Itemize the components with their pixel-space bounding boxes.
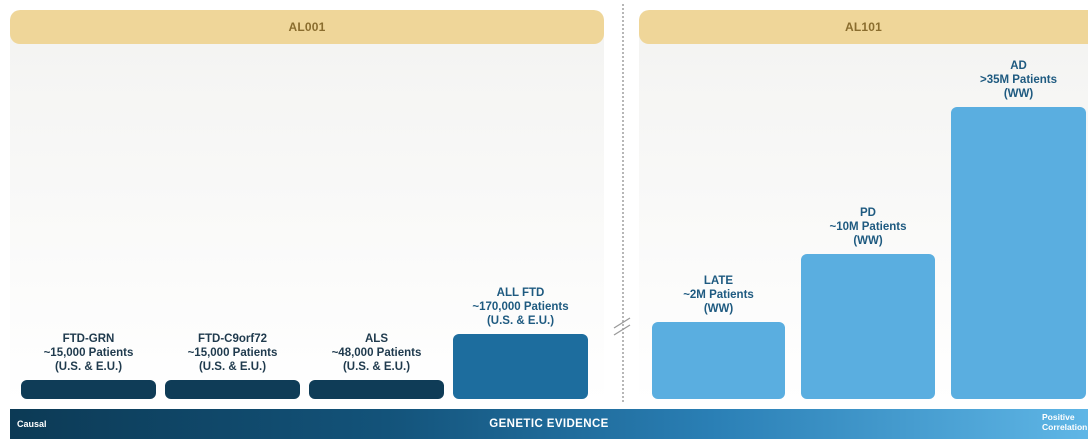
evidence-title: GENETIC EVIDENCE (489, 418, 609, 430)
bar-label-patients: ~48,000 Patients (332, 347, 422, 359)
bar-label-region: (U.S. & E.U.) (199, 361, 266, 373)
bar-ad (951, 107, 1086, 399)
bar-label-patients: ~170,000 Patients (472, 301, 568, 313)
bar-ftd-c9orf72 (165, 380, 300, 399)
bar-label-patients: ~2M Patients (683, 289, 754, 301)
panel-al001: AL001 (10, 10, 604, 404)
panel-title-al101: AL101 (639, 10, 1088, 44)
panel-title-al001: AL001 (10, 10, 604, 44)
bar-label-name: FTD-GRN (63, 333, 115, 345)
bar-label-name: PD (860, 207, 876, 219)
patient-bar-chart: FTD-GRN ~15,000 Patients (U.S. & E.U.) FTD-… (21, 60, 1086, 399)
bar-label-name: ALL FTD (497, 287, 545, 299)
bar-label-name: ALS (365, 333, 388, 345)
bar-label-region: (WW) (704, 303, 734, 315)
bar-label-name: FTD-C9orf72 (198, 333, 267, 345)
bar-label-region: (U.S. & E.U.) (487, 315, 554, 327)
bar-label-region: (WW) (853, 235, 883, 247)
axis-break-icon (613, 317, 631, 336)
bar-label-region: (U.S. & E.U.) (343, 361, 410, 373)
bar-pd (801, 254, 935, 399)
bar-label-region: (WW) (1004, 88, 1034, 100)
bar-all-ftd (453, 334, 588, 399)
evidence-positive-correlation-label: Positive Correlation (1042, 412, 1088, 432)
evidence-causal-label: Causal (17, 419, 47, 429)
bar-als (309, 380, 444, 399)
bar-label-patients: >35M Patients (980, 74, 1057, 86)
genetic-evidence-bar: Causal GENETIC EVIDENCE Positive Correla… (10, 409, 1088, 439)
bar-label-name: AD (1010, 60, 1027, 72)
bar-label-name: LATE (704, 275, 734, 287)
bar-label-patients: ~10M Patients (829, 221, 906, 233)
bar-label-patients: ~15,000 Patients (188, 347, 278, 359)
bar-label-region: (U.S. & E.U.) (55, 361, 122, 373)
bar-label-patients: ~15,000 Patients (44, 347, 134, 359)
panel-divider (622, 4, 624, 402)
bar-ftd-grn (21, 380, 156, 399)
bar-late (652, 322, 785, 399)
